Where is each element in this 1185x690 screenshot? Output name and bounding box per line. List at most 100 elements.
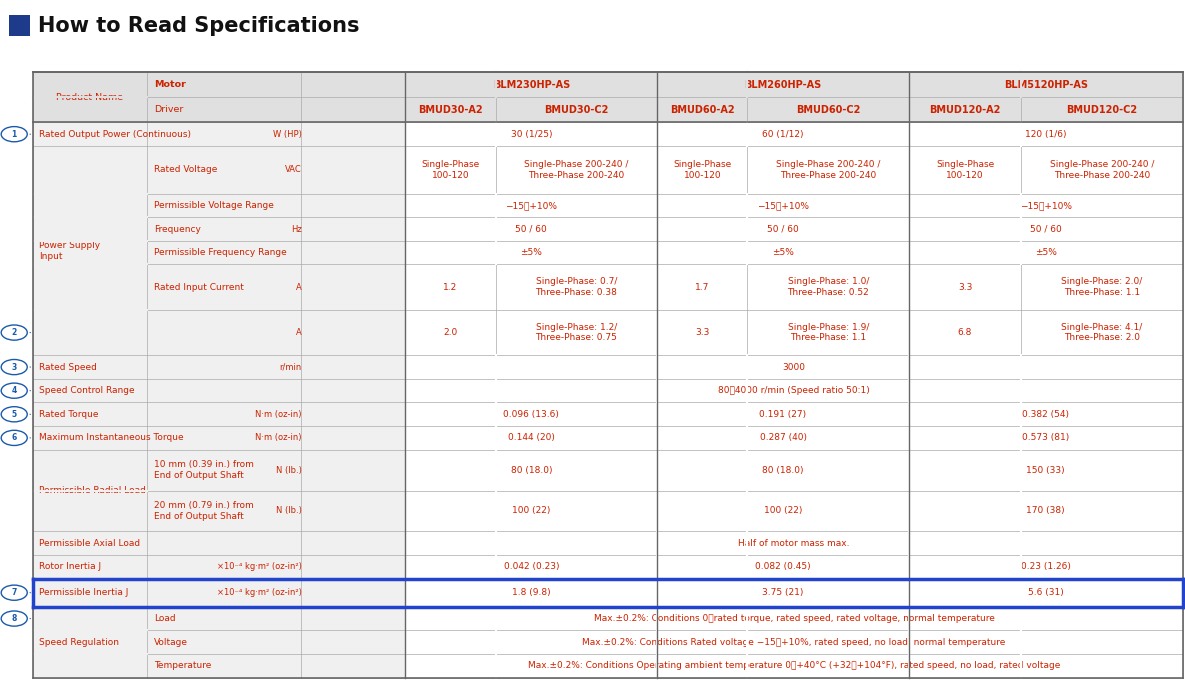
Text: ±5%: ±5% [1035,248,1057,257]
Text: 1.7: 1.7 [696,283,710,292]
Text: 80～4000 r/min (Speed ratio 50:1): 80～4000 r/min (Speed ratio 50:1) [718,386,870,395]
Text: How to Read Specifications: How to Read Specifications [38,16,359,35]
Bar [147,631,405,654]
Text: 4: 4 [12,386,17,395]
Bar [147,217,405,241]
Bar [147,97,405,122]
Text: 50 / 60: 50 / 60 [515,224,547,234]
Text: Speed Control Range: Speed Control Range [39,386,135,395]
Bar [405,555,1183,579]
Text: 10 mm (0.39 in.) from
End of Output Shaft: 10 mm (0.39 in.) from End of Output Shaf… [154,460,254,480]
Text: BMUD60-A2: BMUD60-A2 [670,105,735,115]
Bar [405,379,1183,402]
Text: Single-Phase
100-120: Single-Phase 100-120 [936,160,994,179]
Bar [33,379,147,402]
Bar [405,631,1183,654]
Text: Maximum Instantaneous Torque: Maximum Instantaneous Torque [39,433,184,442]
Bar [405,402,1183,426]
Text: Rated Output Power (Continuous): Rated Output Power (Continuous) [39,130,191,139]
Bar [147,579,405,607]
Text: Single-Phase
100-120: Single-Phase 100-120 [422,160,480,179]
Bar [147,402,405,426]
Text: Speed Regulation: Speed Regulation [39,638,120,647]
Text: 1.8 (9.8): 1.8 (9.8) [512,588,551,597]
Text: r/min: r/min [280,362,301,372]
Text: ±5%: ±5% [520,248,543,257]
Bar [405,426,1183,450]
Text: BMUD120-A2: BMUD120-A2 [929,105,1001,115]
Text: −15～+10%: −15～+10% [505,201,557,210]
Text: N (lb.): N (lb.) [275,506,301,515]
Bar [147,607,405,631]
Text: BMUD30-C2: BMUD30-C2 [544,105,609,115]
Text: Permissible Radial Load: Permissible Radial Load [39,486,146,495]
Text: ×10⁻⁴ kg·m² (oz-in²): ×10⁻⁴ kg·m² (oz-in²) [217,588,301,597]
Bar [147,264,405,310]
Text: 0.144 (20): 0.144 (20) [508,433,555,442]
Text: 0.287 (40): 0.287 (40) [760,433,807,442]
Text: 3.3: 3.3 [696,328,710,337]
Text: 6.8: 6.8 [957,328,972,337]
Bar [147,531,405,555]
Bar [33,450,147,531]
Text: 0.096 (13.6): 0.096 (13.6) [504,410,559,419]
Text: Rated Input Current: Rated Input Current [154,283,244,292]
Bar [147,355,405,379]
Bar [405,241,1183,264]
Text: Single-Phase: 2.0/
Three-Phase: 1.1: Single-Phase: 2.0/ Three-Phase: 1.1 [1062,277,1142,297]
Bar [147,194,405,217]
Text: N·m (oz-in): N·m (oz-in) [255,433,301,442]
Text: ±5%: ±5% [773,248,794,257]
Bar [147,654,405,678]
Text: 30 (1/25): 30 (1/25) [511,130,552,139]
Text: Single-Phase 200-240 /
Three-Phase 200-240: Single-Phase 200-240 / Three-Phase 200-2… [524,160,628,179]
Text: 6: 6 [12,433,17,442]
Bar [405,491,1183,531]
Bar [405,122,1183,146]
Bar [405,579,1183,607]
Text: 8: 8 [12,614,17,623]
Bar [9,15,30,36]
Text: 80 (18.0): 80 (18.0) [762,466,803,475]
Bar [147,310,405,355]
Bar [405,72,1183,97]
Text: 100 (22): 100 (22) [512,506,551,515]
Bar [405,531,1183,555]
Text: W (HP): W (HP) [273,130,301,139]
Bar [405,146,1183,194]
Bar [33,72,147,122]
Text: 20 mm (0.79 in.) from
End of Output Shaft: 20 mm (0.79 in.) from End of Output Shaf… [154,501,254,521]
Text: 0.23 (1.26): 0.23 (1.26) [1020,562,1071,571]
Text: 50 / 60: 50 / 60 [767,224,799,234]
Text: Load: Load [154,614,175,623]
Text: Frequency: Frequency [154,224,200,234]
Bar [405,355,1183,379]
Text: 0.082 (0.45): 0.082 (0.45) [755,562,811,571]
Text: 170 (38): 170 (38) [1026,506,1065,515]
Text: Single-Phase: 0.7/
Three-Phase: 0.38: Single-Phase: 0.7/ Three-Phase: 0.38 [536,277,617,297]
Text: Rotor Inertia J: Rotor Inertia J [39,562,101,571]
Text: 1: 1 [12,130,17,139]
Text: VAC: VAC [284,166,301,175]
Text: Temperature: Temperature [154,661,211,670]
Bar [147,379,405,402]
Bar [405,310,1183,355]
Bar [33,122,147,146]
Text: A: A [295,328,301,337]
Text: Max.±0.2%: Conditions Rated voltage −15～+10%, rated speed, no load, normal tempe: Max.±0.2%: Conditions Rated voltage −15～… [582,638,1006,647]
Text: Max.±0.2%: Conditions Operating ambient temperature 0～+40°C (+32～+104°F), rated : Max.±0.2%: Conditions Operating ambient … [527,661,1061,670]
Text: Permissible Inertia J: Permissible Inertia J [39,588,128,597]
Text: N·m (oz-in): N·m (oz-in) [255,410,301,419]
Text: Driver: Driver [154,106,184,115]
Text: BLM260HP-AS: BLM260HP-AS [744,80,821,90]
Text: 1.2: 1.2 [443,283,457,292]
Text: Half of motor mass max.: Half of motor mass max. [738,539,850,548]
Text: 2.0: 2.0 [443,328,457,337]
Text: 60 (1/12): 60 (1/12) [762,130,803,139]
Text: 3.75 (21): 3.75 (21) [762,588,803,597]
Text: 7: 7 [12,588,17,597]
Text: Single-Phase 200-240 /
Three-Phase 200-240: Single-Phase 200-240 / Three-Phase 200-2… [1050,160,1154,179]
Text: ×10⁻⁴ kg·m² (oz-in²): ×10⁻⁴ kg·m² (oz-in²) [217,562,301,571]
Text: 100 (22): 100 (22) [764,506,802,515]
Bar [33,579,147,607]
